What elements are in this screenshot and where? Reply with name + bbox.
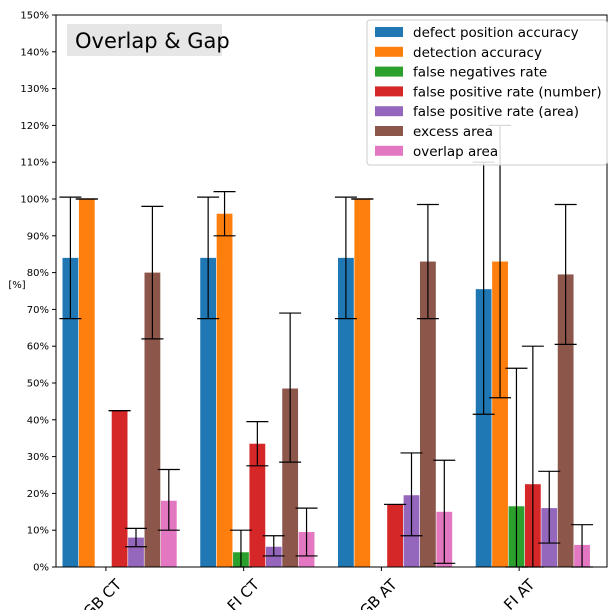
legend-swatch — [375, 86, 403, 97]
bars-layer — [62, 199, 590, 567]
y-tick-label: 30% — [27, 452, 49, 463]
y-tick-label: 70% — [27, 305, 49, 316]
title-background — [67, 24, 222, 56]
y-tick-label: 130% — [20, 84, 49, 95]
axes-frame — [55, 14, 608, 568]
y-tick-label: 150% — [20, 11, 49, 22]
bar — [200, 257, 217, 567]
legend-swatch — [375, 145, 403, 156]
title-box: Overlap & Gap — [67, 24, 230, 56]
y-tick-label: 50% — [27, 379, 49, 390]
legend-frame — [366, 19, 608, 166]
y-tick-label: 90% — [27, 231, 49, 242]
bar — [216, 213, 233, 567]
legend-label: excess area — [413, 124, 493, 140]
x-tick-label: FI CT — [224, 575, 264, 610]
legend-label: false negatives rate — [413, 65, 547, 81]
bar — [338, 257, 354, 567]
legend-swatch — [375, 126, 403, 136]
legend-label: false positive rate (number) — [413, 84, 602, 100]
legend-label: defect position accuracy — [413, 25, 579, 41]
y-tick-label: 140% — [20, 47, 49, 58]
bar — [354, 199, 371, 567]
bar — [387, 504, 403, 567]
legend-swatch — [375, 106, 403, 117]
bar — [160, 500, 177, 567]
y-tick-label: 0% — [33, 563, 49, 574]
y-tick-label: 40% — [27, 415, 49, 426]
legend-label: false positive rate (area) — [413, 104, 579, 120]
bar — [128, 537, 144, 567]
y-tick-label: 80% — [27, 268, 49, 279]
y-tick-label: 100% — [20, 195, 49, 206]
y-tick-label: 60% — [27, 342, 49, 353]
legend-swatch — [375, 66, 403, 77]
bar — [420, 261, 436, 567]
bar — [475, 289, 492, 567]
legend-swatch — [375, 27, 403, 37]
bar — [78, 199, 95, 567]
bar — [265, 546, 282, 567]
bar — [492, 261, 508, 567]
legend-swatch — [375, 46, 403, 57]
bar — [249, 443, 266, 567]
bar — [557, 274, 574, 567]
y-tick-label: 10% — [27, 526, 49, 537]
y-axis: 0% 10% 20% 30% 40% 50% 60% 70% 80% 90% 100% 110% 120… — [20, 11, 56, 574]
legend-label: overlap area — [413, 144, 498, 160]
y-axis-label: [%] — [8, 280, 25, 291]
x-axis: GB CT FI CT GB AT FI AT — [80, 567, 539, 610]
legend: defect position accuracy detection accura… — [366, 19, 608, 166]
y-tick-label: 20% — [27, 489, 49, 500]
y-tick-label: 120% — [20, 121, 49, 132]
bar — [111, 410, 128, 567]
bar — [144, 272, 161, 567]
legend-label: detection accuracy — [413, 45, 542, 61]
x-tick-label: FI AT — [500, 575, 539, 610]
bar — [282, 388, 299, 567]
y-tick-label: 110% — [20, 158, 49, 169]
errorbars-layer — [59, 124, 594, 568]
x-tick-label: GB AT — [356, 575, 401, 610]
x-tick-label: GB CT — [80, 575, 126, 610]
bar — [62, 257, 79, 567]
chart-title: Overlap & Gap — [75, 29, 230, 53]
